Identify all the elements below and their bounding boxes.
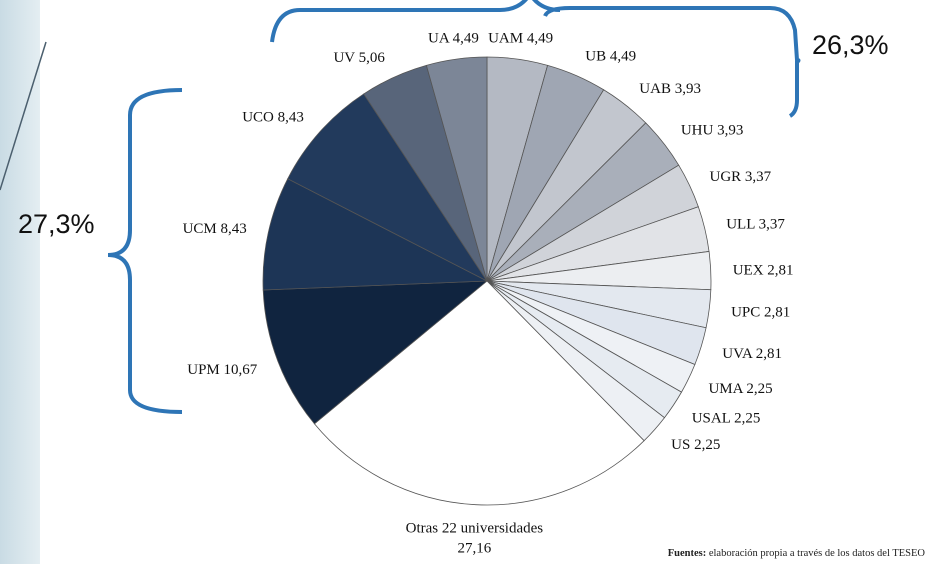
slice-label: UB 4,49 [585,48,636,64]
source-text: elaboración propia a través de los datos… [709,548,926,559]
annotation: 26,3% [812,30,889,60]
side-strip [0,0,40,564]
slice-name: US [671,437,690,453]
left-bracket [107,88,183,414]
slice-label: UPC 2,81 [731,305,790,321]
source-bold: Fuentes: [668,548,707,559]
slice-name: UGR [709,169,741,185]
slice-value: 2,81 [764,305,790,321]
slice-name: UAM [488,30,523,46]
slice-label: UCO 8,43 [242,110,304,126]
slice-value: 2,25 [734,410,760,426]
deco-line [0,41,47,191]
slice-value: 3,93 [717,123,743,139]
slice-name: UV [333,50,355,66]
slice-name: UCM [183,221,217,237]
slice-label: US 2,25 [671,437,720,453]
slice-value: 8,43 [221,221,247,237]
slice-label: UEX 2,81 [733,263,794,279]
slice-label: UVA 2,81 [722,346,782,362]
slice-label: UAM 4,49 [488,30,553,46]
slice-name: UPC [731,305,760,321]
slice-label: UCM 8,43 [183,221,247,237]
slice-value: 4,49 [527,30,553,46]
slice-name: ULL [726,217,755,233]
slice-value: 5,06 [359,50,386,66]
slice-label: UHU 3,93 [681,123,744,139]
slice-value: 27,16 [458,541,492,557]
slice-name: UEX [733,263,764,279]
slice-name: Otras 22 universidades [406,521,544,537]
slice-name: UMA [708,381,743,397]
brackets [107,0,801,414]
slice-value: 3,93 [675,81,701,97]
annotation: 27,3% [18,209,95,239]
slice-label: UGR 3,37 [709,169,771,185]
slice-name: UHU [681,123,714,139]
slice-value: 8,43 [278,110,304,126]
slice-name: UB [585,48,606,64]
slice-value: 2,25 [746,381,772,397]
slice-label: USAL 2,25 [692,410,761,426]
slice-label: UA 4,49 [428,30,479,46]
slice-name: UAB [639,81,671,97]
pie-slice [262,280,489,425]
pie-slice [262,178,489,291]
slice-name: UPM [187,362,220,378]
slice-label: UAB 3,93 [639,81,701,97]
pie-slice [287,93,489,283]
slice-label: ULL 3,37 [726,217,785,233]
slice-value: 4,49 [453,30,479,46]
slice-name: UA [428,30,450,46]
top-bracket [270,0,561,43]
slice-value: 4,49 [610,48,636,64]
slice-name: UVA [722,346,753,362]
slice-name: UCO [242,110,274,126]
slice-name: USAL [692,410,731,426]
right-bracket [543,6,801,118]
pie-slice [313,280,645,506]
slice-label: UMA 2,25 [708,381,772,397]
slice-value: 2,81 [756,346,782,362]
slice-label: UPM 10,67 [187,362,258,378]
slice-value: 3,37 [745,169,772,185]
slice-label: Otras 22 universidades 27,16 [406,521,544,557]
slice-value: 10,67 [224,362,258,378]
slice-value: 2,25 [694,437,720,453]
slice-value: 2,81 [767,263,793,279]
slice-label: UV 5,06 [333,50,385,66]
source: Fuentes: elaboración propia a través de … [668,548,926,559]
slice-value: 3,37 [759,217,786,233]
pie-slice [425,56,488,282]
